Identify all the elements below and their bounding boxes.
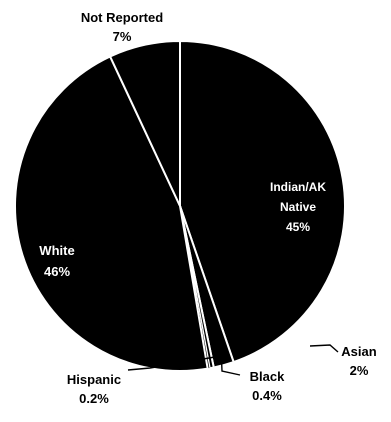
slice-label-value: 0.2% <box>79 391 109 406</box>
slice-label-name: White <box>39 243 74 258</box>
pie-slice-american-indian-alaska-native <box>179 39 346 364</box>
leader-lines <box>127 344 339 376</box>
slice-label-asian: Asian 2% <box>341 344 376 378</box>
slice-label-value: 2% <box>350 363 369 378</box>
slice-label-american-indian-alaska-native: Indian/AK Native 45% <box>270 180 326 234</box>
slice-labels: Indian/AK Native 45% Asian 2% Black 0.4% Hispan… <box>39 10 376 406</box>
slice-label-name: Asian <box>341 344 376 359</box>
pie-slices <box>14 39 346 372</box>
slice-label-white: White 46% <box>39 243 74 279</box>
slice-label-value: 7% <box>113 29 132 44</box>
slice-label-name: Indian/AK <box>270 180 326 194</box>
slice-label-value: 0.4% <box>252 388 282 403</box>
slice-label-value: Native <box>280 200 316 214</box>
slice-label-value: 45% <box>286 220 310 234</box>
leader-line-hispanic <box>127 356 216 371</box>
leader-line-black <box>220 346 241 376</box>
pie-slice-white <box>14 55 209 372</box>
slice-label-name: Hispanic <box>67 372 121 387</box>
pie-slice-not-reported <box>108 39 181 207</box>
slice-label-black: Black 0.4% <box>250 369 285 403</box>
slice-label-name: Black <box>250 369 285 384</box>
leader-line-asian <box>309 344 339 353</box>
slice-label-name: Not Reported <box>81 10 163 25</box>
slice-label-hispanic: Hispanic 0.2% <box>67 372 121 406</box>
slice-label-not-reported: Not Reported 7% <box>81 10 163 44</box>
slice-label-value: 46% <box>44 264 70 279</box>
